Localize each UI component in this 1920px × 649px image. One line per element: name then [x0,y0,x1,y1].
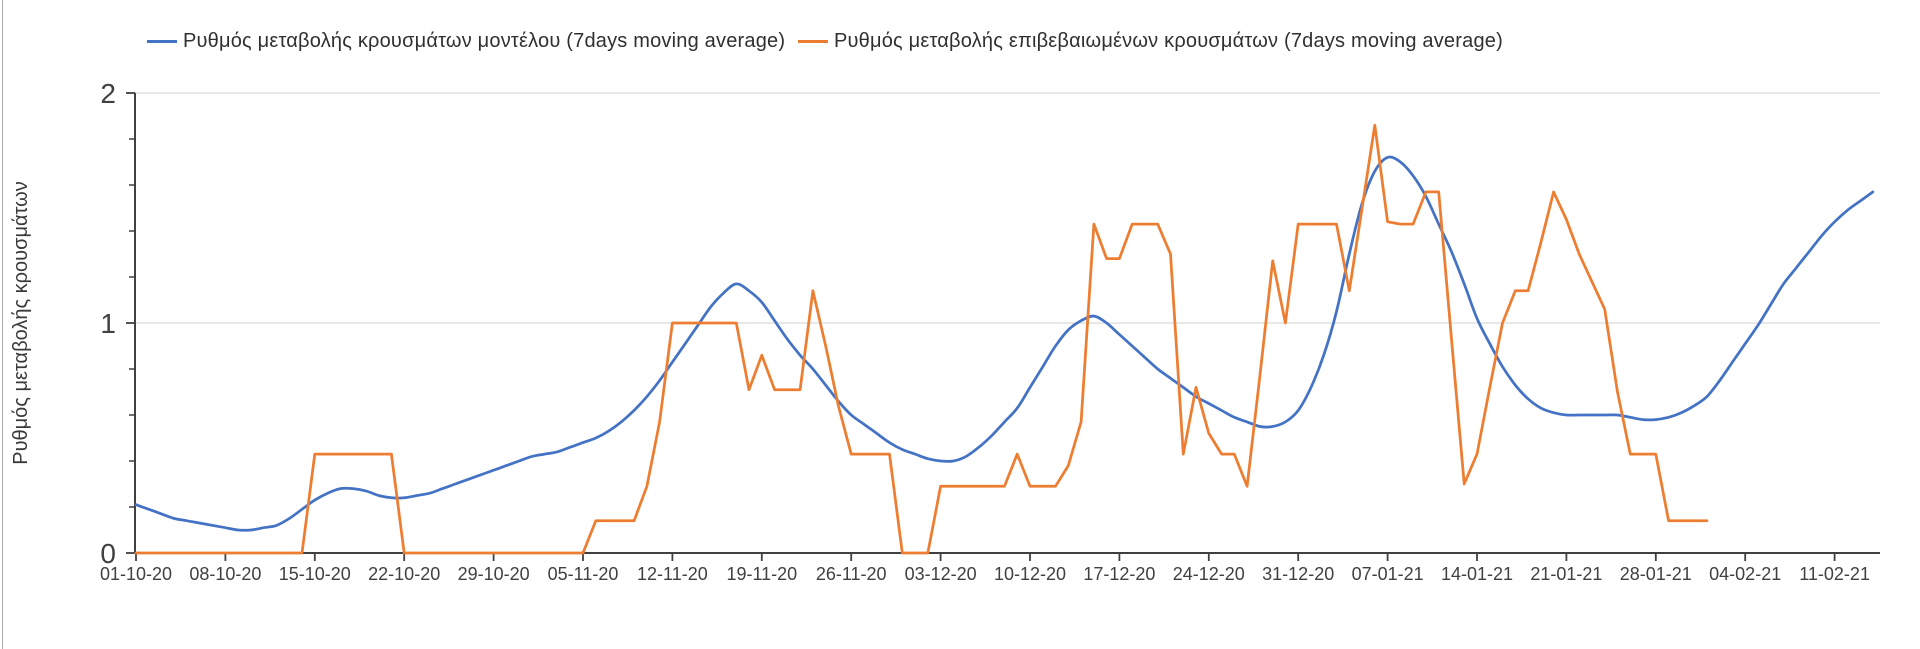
legend-swatch-model-line [147,39,177,43]
series-line-confirmed [134,123,1709,555]
x-tick-label-26-11-20: 26-11-20 [816,564,887,584]
x-tick-label-08-10-20: 08-10-20 [189,564,261,584]
series-line-model [134,155,1875,532]
legend-item-model[interactable]: Ρυθμός μεταβολής κρουσμάτων μοντέλου (7d… [147,30,785,52]
x-tick-label-29-10-20: 29-10-20 [458,564,530,584]
y-tick-label-1: 1 [100,308,116,339]
x-tick-label-28-01-21: 28-01-21 [1620,564,1692,584]
x-tick-label-05-11-20: 05-11-20 [548,564,619,584]
legend-label-model: Ρυθμός μεταβολής κρουσμάτων μοντέλου (7d… [183,29,786,52]
x-tick-label-03-12-20: 03-12-20 [905,564,977,584]
x-tick-label-24-12-20: 24-12-20 [1173,564,1245,584]
x-tick-label-14-01-21: 14-01-21 [1441,564,1513,584]
legend-label-confirmed: Ρυθμός μεταβολής επιβεβαιωμένων κρουσμάτ… [834,29,1503,52]
x-tick-label-01-10-20: 01-10-20 [100,564,172,584]
x-tick-label-17-12-20: 17-12-20 [1083,564,1155,584]
x-tick-label-11-02-21: 11-02-21 [1799,564,1870,584]
x-tick-label-21-01-21: 21-01-21 [1530,564,1602,584]
x-tick-label-22-10-20: 22-10-20 [368,564,440,584]
y-tick-label-0: 0 [100,538,116,569]
legend-item-confirmed[interactable]: Ρυθμός μεταβολής επιβεβαιωμένων κρουσμάτ… [798,30,1503,52]
legend-swatch-confirmed-line [798,39,828,43]
x-tick-label-19-11-20: 19-11-20 [726,564,797,584]
left-frame-edge [2,0,3,649]
x-tick-label-07-01-21: 07-01-21 [1352,564,1424,584]
x-tick-label-31-12-20: 31-12-20 [1262,564,1334,584]
x-tick-label-04-02-21: 04-02-21 [1709,564,1781,584]
x-tick-label-10-12-20: 10-12-20 [994,564,1066,584]
x-tick-label-15-10-20: 15-10-20 [279,564,351,584]
x-tick-label-12-11-20: 12-11-20 [637,564,708,584]
y-tick-label-2: 2 [100,78,116,109]
